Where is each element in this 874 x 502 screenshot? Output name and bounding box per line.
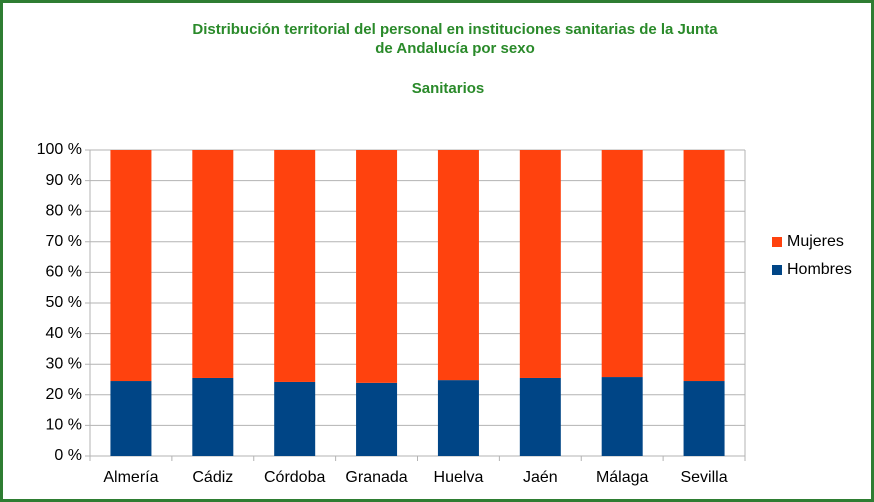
bar-segment bbox=[192, 150, 234, 378]
y-tick-label: 50 % bbox=[46, 294, 82, 311]
chart-title: de Andalucía por sexo bbox=[375, 40, 535, 57]
x-tick-label: Jaén bbox=[523, 469, 558, 486]
y-tick-label: 40 % bbox=[46, 325, 82, 342]
y-tick-label: 70 % bbox=[46, 233, 82, 250]
x-tick-label: Granada bbox=[345, 469, 407, 486]
y-tick-label: 0 % bbox=[54, 447, 82, 464]
y-tick-label: 20 % bbox=[46, 386, 82, 403]
x-tick-label: Sevilla bbox=[680, 469, 727, 486]
chart-subtitle: Sanitarios bbox=[412, 80, 485, 97]
bar-segment bbox=[110, 381, 152, 456]
bar-segment bbox=[356, 150, 398, 383]
y-tick-label: 90 % bbox=[46, 172, 82, 189]
x-tick-label: Córdoba bbox=[264, 469, 325, 486]
legend-swatch bbox=[772, 265, 782, 275]
legend-swatch bbox=[772, 237, 782, 247]
y-tick-label: 100 % bbox=[37, 141, 82, 158]
y-tick-label: 80 % bbox=[46, 202, 82, 219]
chart-title: Distribución territorial del personal en… bbox=[192, 21, 718, 38]
y-tick-label: 30 % bbox=[46, 355, 82, 372]
y-tick-label: 60 % bbox=[46, 264, 82, 281]
bar-segment bbox=[683, 150, 725, 382]
bar-segment bbox=[274, 150, 316, 382]
bar-segment bbox=[519, 377, 561, 456]
bar-segment bbox=[192, 377, 234, 456]
bar-segment bbox=[437, 380, 479, 456]
legend-label: Mujeres bbox=[787, 233, 844, 250]
x-tick-label: Cádiz bbox=[192, 469, 233, 486]
legend-label: Hombres bbox=[787, 261, 852, 278]
bar-segment bbox=[519, 150, 561, 378]
bar-segment bbox=[437, 150, 479, 381]
bar-segment bbox=[683, 381, 725, 456]
y-tick-label: 10 % bbox=[46, 417, 82, 434]
bar-segment bbox=[274, 381, 316, 456]
x-tick-label: Almería bbox=[103, 469, 158, 486]
x-tick-label: Málaga bbox=[596, 469, 649, 486]
bar-segment bbox=[601, 150, 643, 378]
bar-segment bbox=[110, 150, 152, 382]
bar-segment bbox=[601, 377, 643, 456]
bar-segment bbox=[356, 382, 398, 456]
x-tick-label: Huelva bbox=[434, 469, 484, 486]
